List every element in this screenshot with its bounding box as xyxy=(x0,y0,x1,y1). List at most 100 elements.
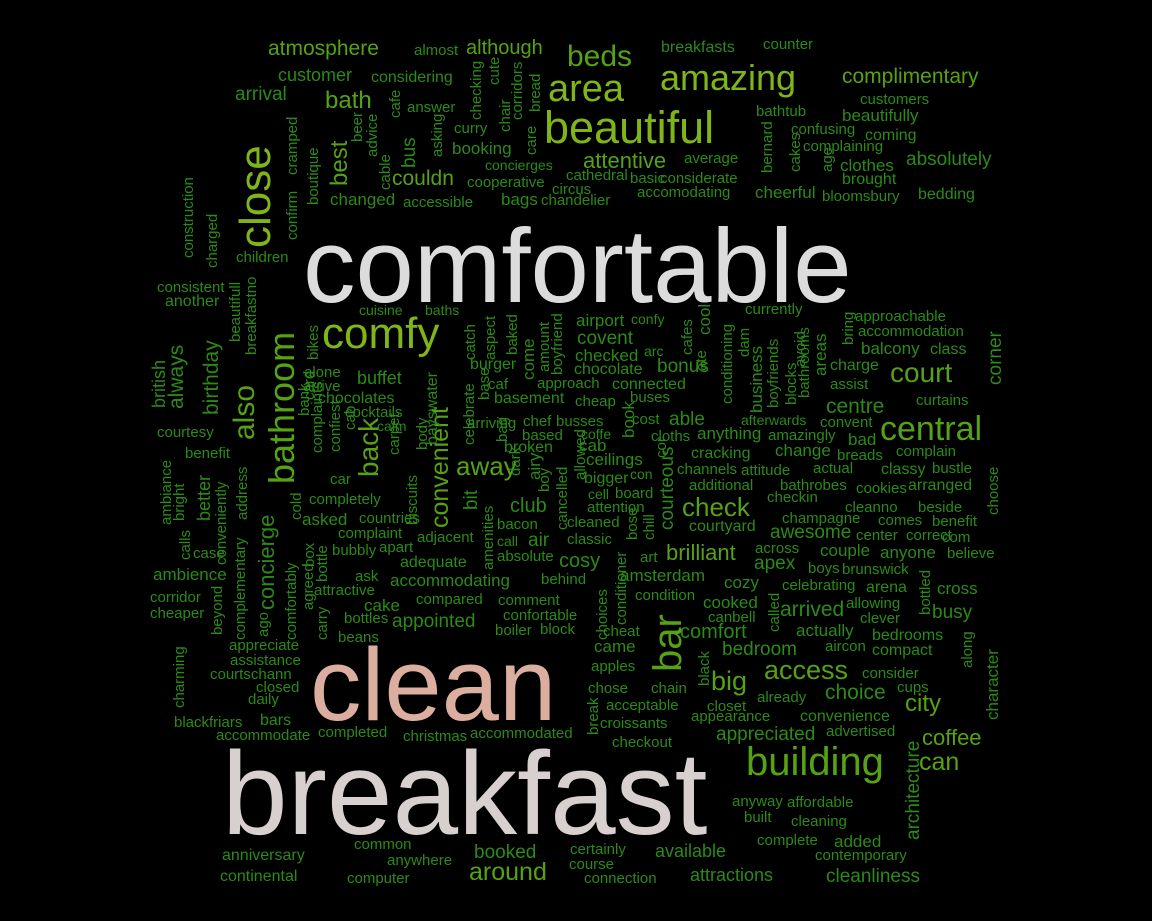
word-convenience: convenience xyxy=(800,708,890,725)
word-attitude: attitude xyxy=(741,462,791,479)
word-courteous: courteous xyxy=(657,446,678,530)
word-breads: breads xyxy=(837,447,883,464)
word-beside: beside xyxy=(918,499,963,516)
word-con: con xyxy=(630,466,653,482)
word-considerate: considerate xyxy=(660,170,738,187)
word-curry: curry xyxy=(454,120,488,137)
word-complaints: complaints xyxy=(309,381,326,453)
word-charge: charge xyxy=(830,357,879,374)
word-comes: comes xyxy=(878,512,923,529)
word-change: change xyxy=(775,441,831,460)
word-basement: basement xyxy=(494,390,565,407)
word-cafe: cafe xyxy=(387,89,404,118)
word-ambience: ambience xyxy=(153,565,227,584)
word-attention: attention xyxy=(587,499,645,516)
word-corridors: corridors xyxy=(509,61,526,120)
word-cleaning: cleaning xyxy=(791,813,847,830)
word-around: around xyxy=(469,858,547,886)
word-cleanliness: cleanliness xyxy=(826,866,920,887)
word-charged: charged xyxy=(204,213,221,268)
word-although: although xyxy=(466,37,543,59)
word-comment: comment xyxy=(498,592,560,609)
word-beer: beer xyxy=(349,111,366,142)
word-booking: booking xyxy=(452,139,512,158)
word-boutique: boutique xyxy=(305,147,322,205)
word-allowed: allowed xyxy=(572,429,589,480)
word-changed: changed xyxy=(330,190,396,209)
word-another: another xyxy=(165,293,220,310)
word-corridor: corridor xyxy=(150,589,201,606)
word-bubbly: bubbly xyxy=(332,542,377,559)
word-continental: continental xyxy=(220,868,298,885)
word-base: base xyxy=(476,367,493,400)
word-cups: cups xyxy=(897,679,929,696)
word-bonus: bonus xyxy=(657,356,709,377)
word-breakfasts: breakfasts xyxy=(661,39,735,56)
word-air: air xyxy=(528,530,550,551)
word-courtesy: courtesy xyxy=(157,424,214,441)
word-cake: cake xyxy=(364,596,400,615)
word-daily: daily xyxy=(248,691,279,708)
word-bags: bags xyxy=(501,190,538,209)
word-champagne: champagne xyxy=(782,510,861,527)
word-city: city xyxy=(905,690,941,717)
word-appearance: appearance xyxy=(691,708,771,725)
word-couldn: couldn xyxy=(392,167,454,190)
word-classy: classy xyxy=(881,461,926,478)
word-beautiful: beautiful xyxy=(544,102,715,153)
word-built: built xyxy=(744,809,772,826)
word-cleaned: cleaned xyxy=(567,514,620,531)
word-class: class xyxy=(930,341,967,358)
word-bottled: bottled xyxy=(917,569,934,615)
word-cancelled: cancelled xyxy=(554,466,571,530)
word-chose: chose xyxy=(588,680,629,697)
word-cuisine: cuisine xyxy=(359,302,403,318)
word-comfortably: comfortably xyxy=(283,562,300,640)
word-complaint: complaint xyxy=(338,525,403,542)
word-buffet: buffet xyxy=(357,368,402,388)
word-affordable: affordable xyxy=(787,794,854,811)
word-cookies: cookies xyxy=(856,480,907,497)
word-cheerful: cheerful xyxy=(755,183,816,202)
word-actual: actual xyxy=(813,460,854,477)
word-arrived: arrived xyxy=(780,598,845,621)
word-black: black xyxy=(696,650,713,686)
word-curtains: curtains xyxy=(916,392,969,409)
word-alone: alone xyxy=(304,364,341,381)
word-carry: carry xyxy=(314,606,331,640)
word-ceilings: ceilings xyxy=(586,450,643,469)
word-biscuits: biscuits xyxy=(404,474,421,525)
word-appreciate: appreciate xyxy=(229,637,300,654)
word-bread: bread xyxy=(527,73,544,112)
word-certainly: certainly xyxy=(570,841,626,858)
word-cozy: cozy xyxy=(724,573,759,592)
word-bad: bad xyxy=(848,430,877,449)
word-considering: considering xyxy=(371,69,453,86)
word-complimentary: complimentary xyxy=(842,65,979,88)
word-confy: confy xyxy=(631,311,665,327)
word-average: average xyxy=(684,150,739,167)
word-cosy: cosy xyxy=(559,550,601,572)
word-cost: cost xyxy=(632,411,660,428)
word-cracking: cracking xyxy=(691,445,751,462)
word-cab: cab xyxy=(579,436,607,455)
word-common: common xyxy=(354,836,412,853)
word-broken: broken xyxy=(504,439,553,456)
word-baths: baths xyxy=(425,302,460,318)
word-advertised: advertised xyxy=(826,723,896,740)
word-checked: checked xyxy=(575,346,639,365)
word-bathrooms: bathrooms xyxy=(796,327,813,398)
word-cocktails: cocktails xyxy=(345,404,403,421)
word-board: board xyxy=(615,485,654,502)
word-christmas: christmas xyxy=(403,728,468,745)
word-couple: couple xyxy=(820,541,871,560)
word-bath: bath xyxy=(325,87,372,114)
word-come: come xyxy=(519,338,538,380)
word-cor: cor xyxy=(653,437,670,458)
word-cheaper: cheaper xyxy=(150,605,205,622)
word-corner: corner xyxy=(985,331,1006,385)
word-burger: burger xyxy=(470,356,517,373)
word-across: across xyxy=(755,540,800,557)
word-cable: cable xyxy=(377,154,394,190)
